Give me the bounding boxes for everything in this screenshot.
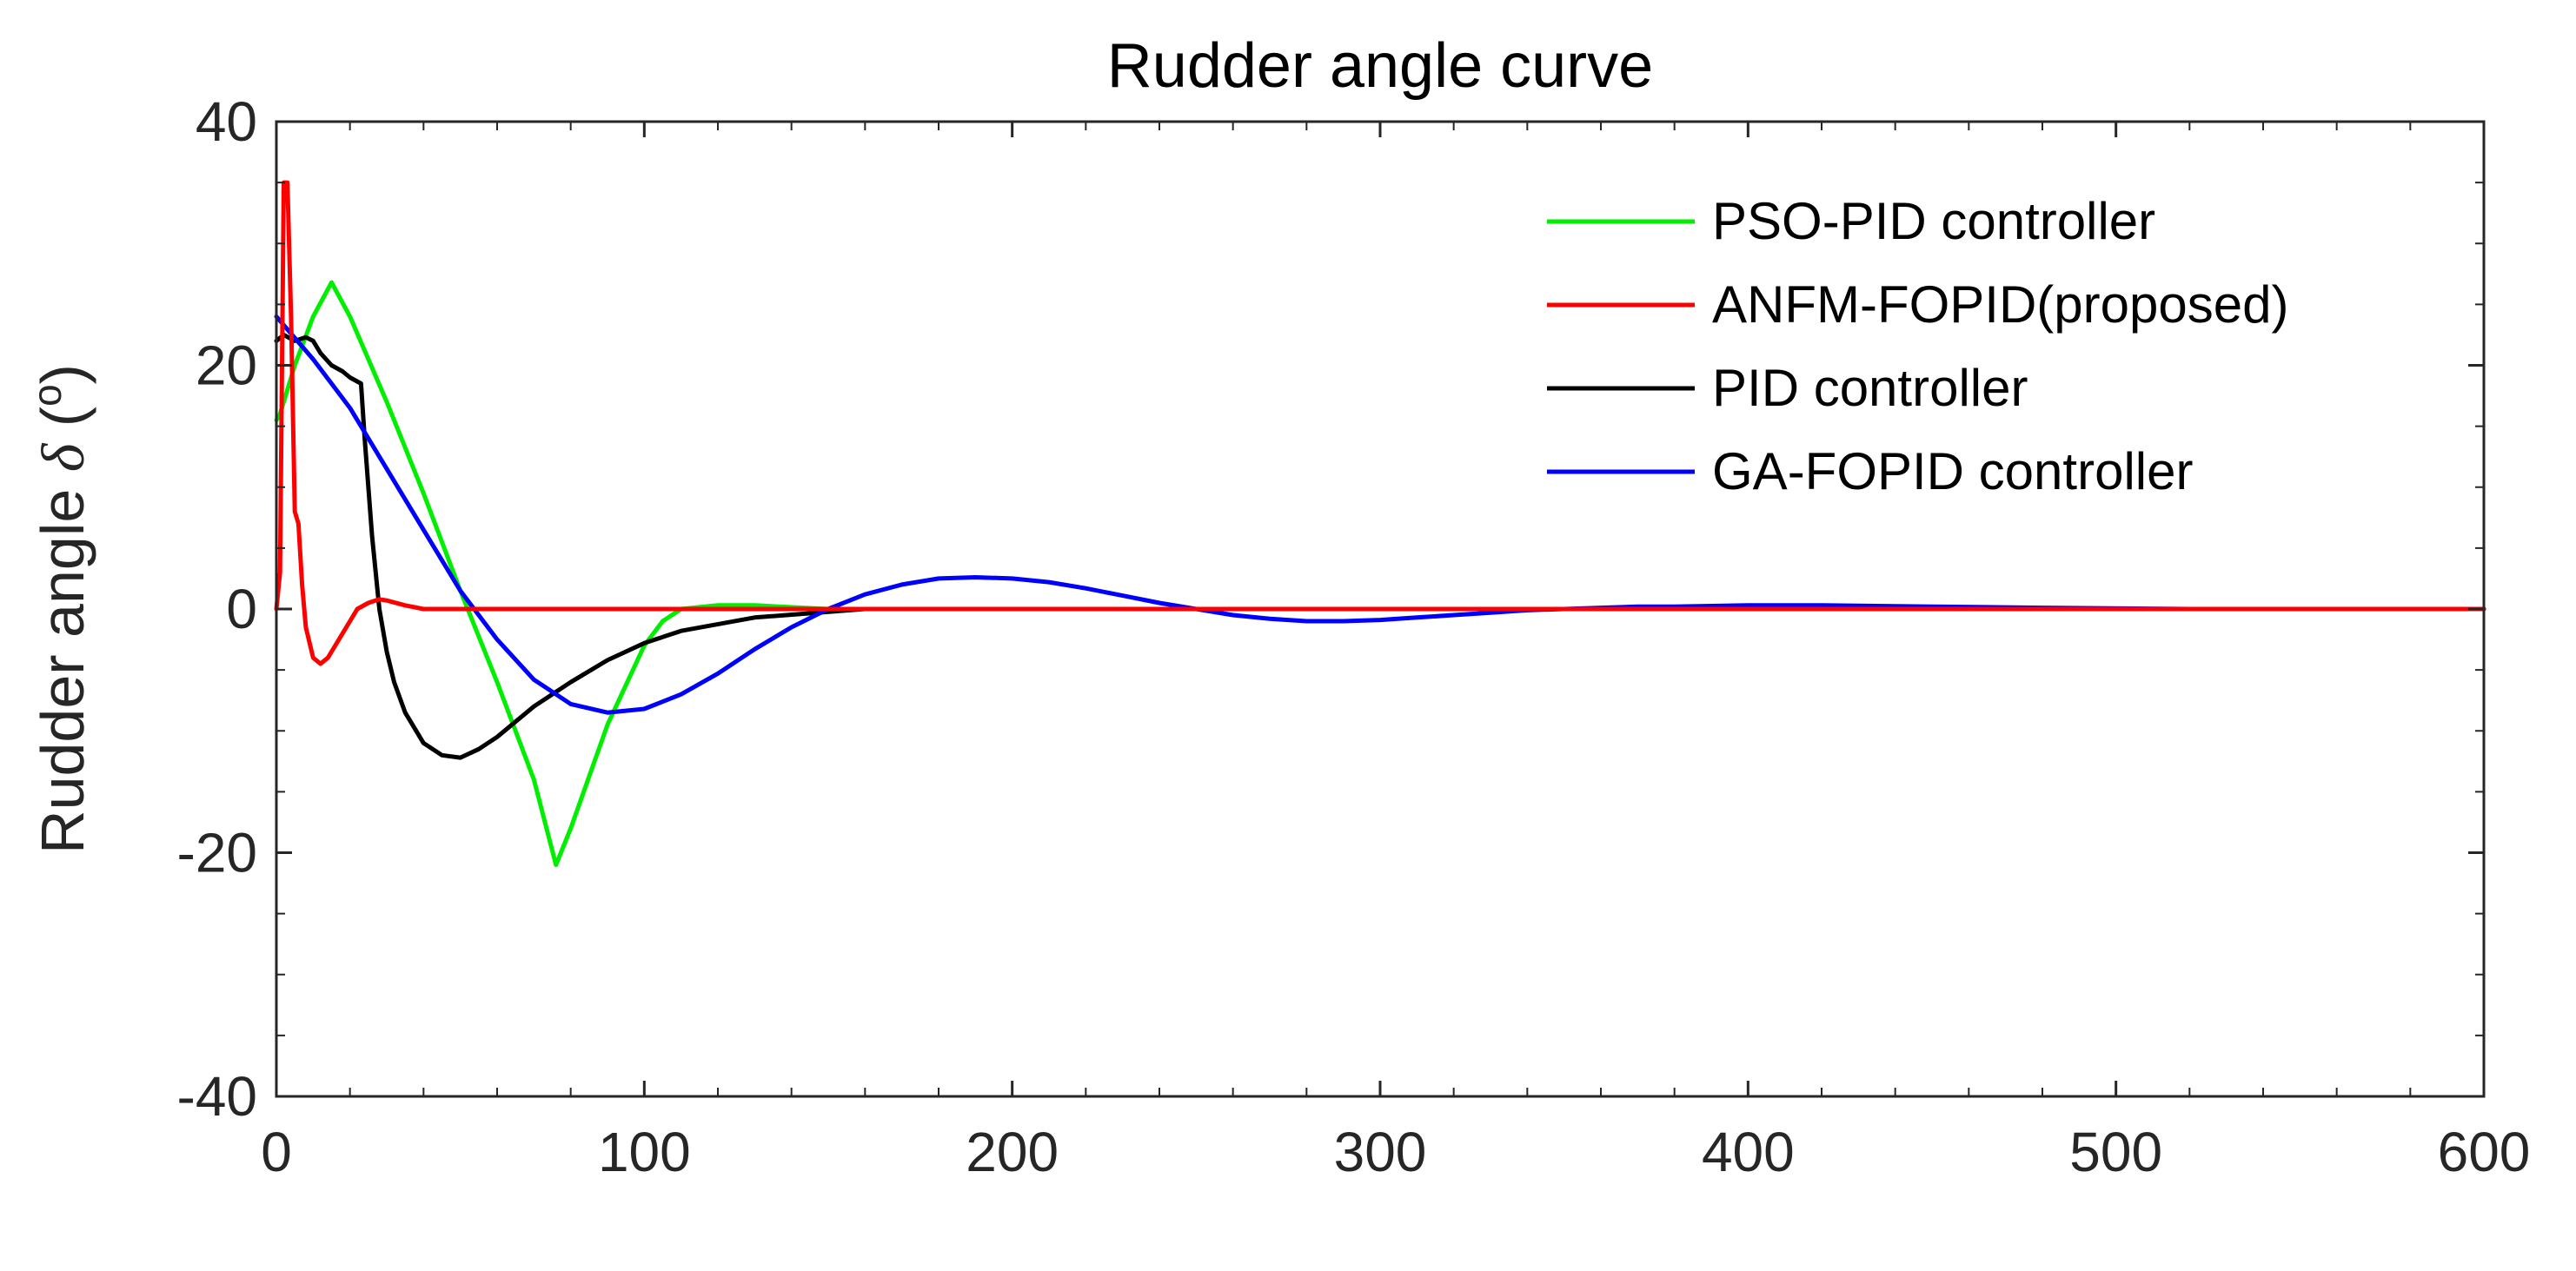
x-tick-label: 300 — [1334, 1121, 1427, 1183]
legend-label: GA-FOPID controller — [1712, 442, 2193, 500]
x-tick-label: 200 — [966, 1121, 1059, 1183]
y-axis-label-close: ) — [29, 364, 96, 384]
y-tick-label: 40 — [196, 90, 257, 153]
series-line-pso-pid-controller — [274, 280, 2486, 867]
y-tick-label: -20 — [177, 822, 258, 884]
ticks-group: 0 100 200 300 400 500 600 -40 -20 0 20 40 — [177, 90, 2531, 1183]
x-tick-label: 600 — [2438, 1121, 2531, 1183]
y-axis-label-open: ( — [29, 407, 96, 444]
y-axis-label: Rudder angle δ (o) — [24, 364, 97, 854]
y-tick-label: 20 — [196, 334, 257, 397]
legend-label: PSO-PID controller — [1712, 192, 2155, 250]
x-tick-label: 100 — [598, 1121, 691, 1183]
series-line-anfm-fopid-proposed — [274, 180, 2486, 666]
legend-entries: PSO-PID controller ANFM-FOPID(proposed) PI… — [1547, 192, 2288, 500]
legend: PSO-PID controller ANFM-FOPID(proposed) PI… — [1530, 178, 2407, 538]
y-axis-label-unit: o — [24, 384, 70, 407]
chart-title: Rudder angle curve — [1107, 31, 1653, 101]
y-axis-label-main: Rudder angle — [29, 472, 96, 854]
y-tick-label: -40 — [177, 1065, 258, 1128]
x-tick-label: 500 — [2069, 1121, 2162, 1183]
legend-label: ANFM-FOPID(proposed) — [1712, 275, 2288, 334]
y-tick-label: 0 — [226, 578, 257, 640]
x-tick-label: 0 — [261, 1121, 292, 1183]
series-line-pid-controller — [274, 332, 2486, 760]
y-axis-label-symbol: δ — [30, 442, 97, 472]
x-tick-label: 400 — [1702, 1121, 1795, 1183]
series-group — [274, 180, 2486, 867]
series-line-ga-fopid-controller — [274, 314, 2486, 715]
legend-box — [1530, 178, 2407, 538]
legend-label: PID controller — [1712, 359, 2028, 417]
